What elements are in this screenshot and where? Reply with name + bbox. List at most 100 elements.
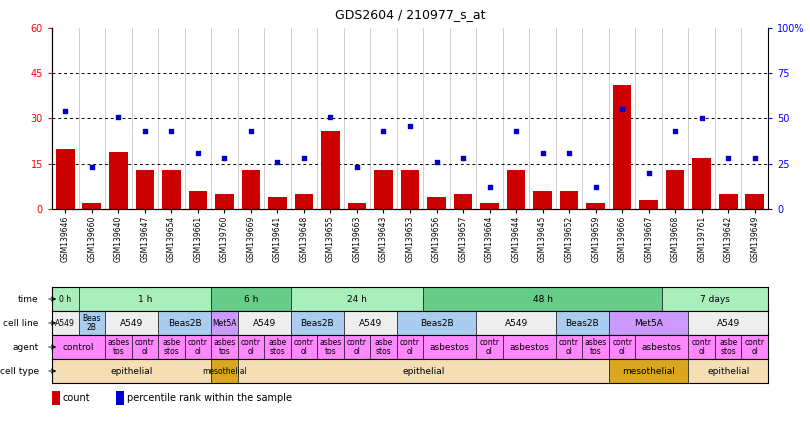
Bar	[609, 311, 688, 335]
Bar	[374, 170, 393, 209]
Bar	[291, 287, 424, 311]
Bar	[556, 311, 609, 335]
Bar	[237, 359, 609, 383]
Bar	[56, 149, 75, 209]
Text: A549: A549	[717, 318, 740, 328]
Bar	[454, 194, 472, 209]
Bar	[109, 152, 128, 209]
Bar	[688, 359, 768, 383]
Bar	[586, 203, 605, 209]
Bar	[666, 170, 684, 209]
Bar	[162, 170, 181, 209]
Bar	[211, 287, 291, 311]
Point	[191, 149, 204, 156]
Text: contr
ol: contr ol	[347, 337, 367, 357]
Bar	[291, 311, 343, 335]
Text: Beas2B: Beas2B	[168, 318, 202, 328]
Text: asbes
tos: asbes tos	[319, 337, 342, 357]
Text: asbes
tos: asbes tos	[585, 337, 607, 357]
Bar	[52, 335, 105, 359]
Bar	[476, 335, 503, 359]
Bar	[79, 311, 105, 335]
Bar	[401, 170, 420, 209]
Bar	[424, 335, 476, 359]
Bar	[135, 170, 154, 209]
Text: 7 days: 7 days	[700, 294, 730, 304]
Bar	[237, 335, 264, 359]
Bar	[745, 194, 764, 209]
Bar	[343, 335, 370, 359]
Text: asbe
stos: asbe stos	[719, 337, 737, 357]
Text: A549: A549	[120, 318, 143, 328]
Text: epithelial: epithelial	[402, 366, 445, 376]
Text: agent: agent	[12, 342, 39, 352]
Point	[430, 159, 443, 166]
Bar	[688, 335, 715, 359]
Bar	[582, 335, 609, 359]
Text: A549: A549	[55, 318, 75, 328]
Bar	[503, 335, 556, 359]
Bar	[295, 194, 313, 209]
Bar	[211, 359, 237, 383]
Text: contr
ol: contr ol	[744, 337, 765, 357]
Bar	[241, 170, 260, 209]
Bar	[370, 335, 397, 359]
Text: Beas2B: Beas2B	[565, 318, 599, 328]
Text: asbes
tos: asbes tos	[213, 337, 236, 357]
Bar	[719, 194, 737, 209]
Bar	[268, 197, 287, 209]
Bar	[427, 197, 446, 209]
Bar	[343, 311, 397, 335]
Bar	[693, 158, 711, 209]
Text: epithelial: epithelial	[707, 366, 749, 376]
Point	[695, 115, 708, 122]
Text: mesothelial: mesothelial	[202, 366, 247, 376]
Bar	[131, 335, 158, 359]
Point	[377, 127, 390, 135]
Point	[403, 122, 416, 129]
Point	[642, 169, 655, 176]
Text: percentile rank within the sample: percentile rank within the sample	[127, 393, 292, 403]
Text: Met5A: Met5A	[634, 318, 663, 328]
Text: cell type: cell type	[0, 366, 39, 376]
Text: A549: A549	[253, 318, 275, 328]
Text: control: control	[62, 342, 94, 352]
Bar	[507, 170, 526, 209]
Text: asbes
tos: asbes tos	[107, 337, 130, 357]
Text: Met5A: Met5A	[212, 318, 237, 328]
Text: contr
ol: contr ol	[480, 337, 500, 357]
Text: 1 h: 1 h	[138, 294, 152, 304]
Text: asbestos: asbestos	[509, 342, 549, 352]
Point	[218, 155, 231, 162]
Text: asbe
stos: asbe stos	[162, 337, 181, 357]
Bar	[635, 335, 688, 359]
Bar	[556, 335, 582, 359]
Bar	[318, 335, 343, 359]
Point	[139, 127, 151, 135]
Bar	[158, 311, 211, 335]
Text: contr
ol: contr ol	[134, 337, 155, 357]
Bar	[609, 359, 688, 383]
Bar	[639, 200, 658, 209]
Bar	[105, 335, 131, 359]
Bar	[321, 131, 339, 209]
Bar	[613, 85, 632, 209]
Bar	[215, 194, 233, 209]
Bar	[211, 335, 237, 359]
Point	[245, 127, 258, 135]
Bar	[117, 392, 124, 404]
Point	[324, 113, 337, 120]
Text: asbestos: asbestos	[642, 342, 682, 352]
Bar	[688, 311, 768, 335]
Text: epithelial: epithelial	[110, 366, 153, 376]
Bar	[476, 311, 556, 335]
Bar	[52, 311, 79, 335]
Point	[457, 155, 470, 162]
Text: A549: A549	[359, 318, 382, 328]
Text: mesothelial: mesothelial	[622, 366, 675, 376]
Text: cell line: cell line	[3, 318, 39, 328]
Text: asbe
stos: asbe stos	[374, 337, 393, 357]
Point	[509, 127, 522, 135]
Point	[722, 155, 735, 162]
Text: Beas2B: Beas2B	[420, 318, 454, 328]
